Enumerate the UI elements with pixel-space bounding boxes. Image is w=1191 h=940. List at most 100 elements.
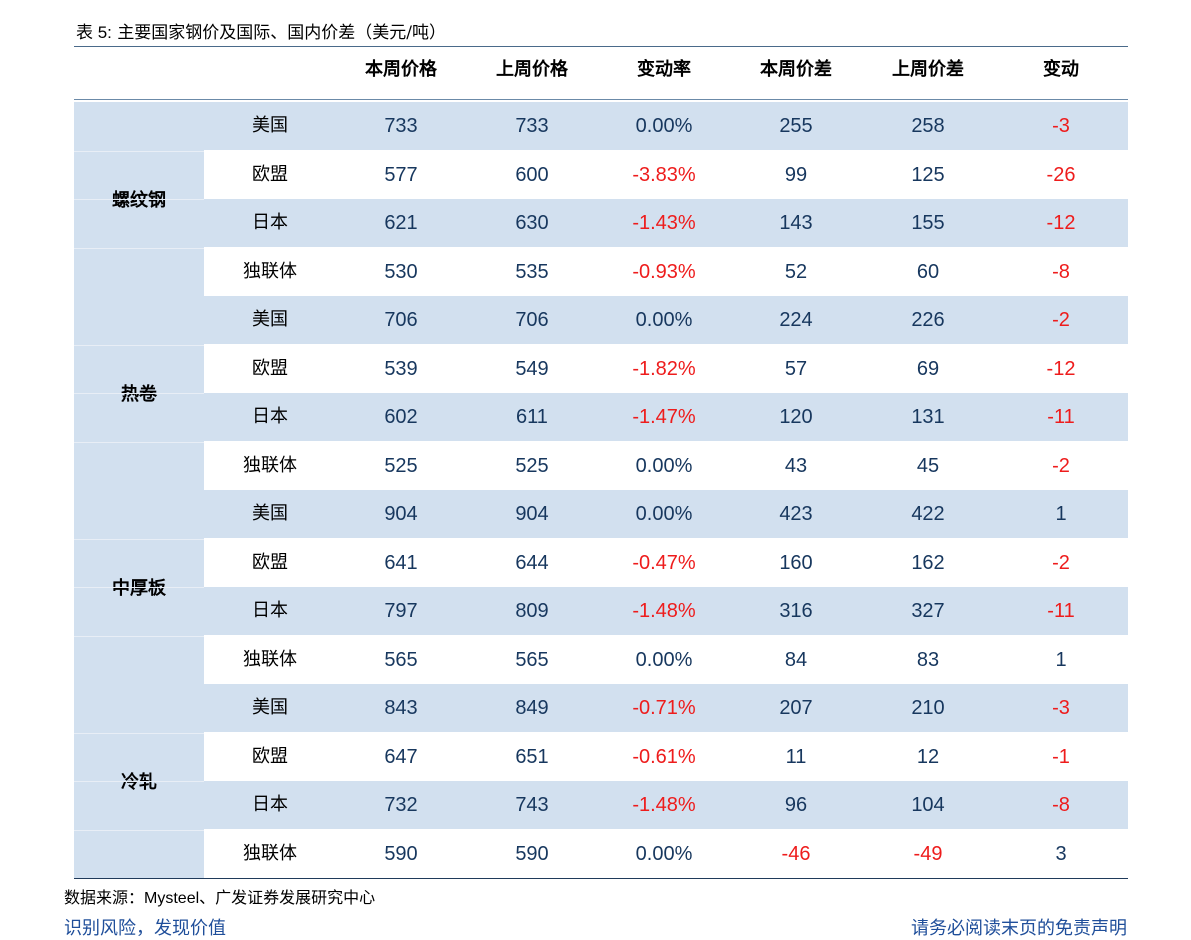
table-row: 日本 621 630 -1.43% 143 155 -12 [204, 199, 1128, 247]
table-row: 独联体 565 565 0.00% 84 83 1 [204, 636, 1128, 684]
cell-region: 独联体 [243, 454, 297, 476]
cell-last-week-price: 590 [515, 842, 549, 865]
cell-change: 3 [1055, 842, 1067, 865]
cell-last-week-spread: 45 [916, 454, 940, 477]
cell-change-rate: -1.48% [632, 794, 696, 816]
cell-this-week-spread: 57 [784, 357, 808, 380]
table-bottom-rule [74, 878, 1128, 879]
cell-change-rate: 0.00% [635, 648, 693, 671]
source-rest: 、广发证券发展研究中心 [199, 888, 376, 907]
cell-last-week-spread: 422 [911, 503, 945, 525]
cell-change-rate: -0.93% [632, 260, 696, 283]
cell-change-rate: -3.83% [632, 163, 696, 186]
cell-this-week-spread: 120 [779, 406, 813, 428]
cell-change: -26 [1046, 163, 1076, 186]
cell-region: 美国 [252, 309, 288, 330]
cell-last-week-spread: 258 [911, 115, 945, 137]
cell-last-week-spread: -49 [913, 842, 943, 865]
table-row: 欧盟 641 644 -0.47% 160 162 -2 [204, 539, 1128, 587]
cell-region: 欧盟 [252, 357, 288, 379]
group-row-divider [74, 247, 204, 249]
cell-this-week-spread: 43 [784, 454, 808, 477]
group-row-divider [74, 587, 204, 588]
cell-change: 1 [1055, 648, 1067, 671]
cell-region: 日本 [252, 600, 288, 621]
cell-this-week-spread: 423 [779, 503, 813, 525]
cell-region: 日本 [252, 212, 288, 233]
cell-this-week-spread: 316 [779, 600, 813, 622]
cell-change: -3 [1052, 115, 1070, 137]
group-row-divider [74, 732, 204, 734]
cell-last-week-price: 611 [516, 406, 548, 428]
cell-this-week-price: 539 [384, 357, 418, 380]
cell-this-week-spread: 96 [784, 794, 808, 816]
table-row: 美国 706 706 0.00% 224 226 -2 [204, 296, 1128, 344]
cell-last-week-price: 600 [515, 163, 549, 186]
source-name: Mysteel [144, 890, 200, 907]
footer-disclaimer-link[interactable]: 请务必阅读末页的免责声明 [911, 918, 1127, 939]
cell-last-week-price: 651 [515, 745, 549, 768]
table-header-rule [74, 99, 1128, 100]
cell-change: 1 [1055, 503, 1067, 525]
cell-region: 美国 [252, 115, 288, 136]
cell-this-week-spread: 160 [779, 551, 813, 574]
cell-region: 独联体 [243, 648, 297, 670]
cell-this-week-price: 641 [384, 551, 418, 574]
cell-change-rate: -0.61% [632, 745, 696, 768]
table-row: 独联体 530 535 -0.93% 52 60 -8 [204, 248, 1128, 296]
col-header-this-week-price: 本周价格 [365, 59, 437, 80]
cell-change-rate: -1.43% [632, 212, 696, 234]
cell-last-week-spread: 12 [916, 745, 940, 768]
cell-last-week-spread: 83 [916, 648, 940, 671]
footer-slogan: 识别风险，发现价值 [64, 918, 226, 939]
cell-this-week-spread: 255 [779, 115, 813, 137]
cell-this-week-spread: 224 [779, 309, 813, 331]
cell-this-week-price: 797 [384, 600, 418, 622]
col-header-change: 变动 [1043, 59, 1079, 80]
cell-last-week-price: 849 [515, 697, 549, 719]
cell-change: -2 [1052, 309, 1070, 331]
group-row-divider [74, 829, 204, 831]
cell-region: 欧盟 [252, 745, 288, 767]
cell-this-week-price: 647 [384, 745, 418, 768]
cell-last-week-spread: 210 [911, 697, 945, 719]
group-row-divider [74, 150, 204, 152]
cell-last-week-price: 549 [515, 357, 549, 380]
cell-last-week-price: 565 [515, 648, 549, 671]
table-row: 美国 904 904 0.00% 423 422 1 [204, 490, 1128, 538]
source-label: 数据来源： [64, 888, 145, 907]
cell-last-week-price: 733 [515, 115, 549, 137]
cell-this-week-price: 525 [384, 454, 418, 477]
cell-change-rate: 0.00% [635, 454, 693, 477]
cell-change: -2 [1052, 454, 1070, 477]
cell-last-week-spread: 69 [916, 357, 940, 380]
cell-last-week-spread: 162 [911, 551, 945, 574]
cell-change-rate: 0.00% [635, 842, 693, 865]
table-top-rule [74, 46, 1128, 47]
table-row: 日本 602 611 -1.47% 120 131 -11 [204, 393, 1128, 441]
cell-this-week-spread: 99 [784, 163, 808, 186]
table-caption: 主要国家钢价及国际、国内价差（美元/吨） [117, 23, 447, 43]
cell-this-week-price: 602 [384, 406, 418, 428]
cell-change-rate: -0.47% [632, 551, 696, 574]
cell-this-week-spread: 52 [784, 260, 808, 283]
cell-this-week-price: 590 [384, 842, 418, 865]
cell-change: -3 [1052, 697, 1070, 719]
group-row-divider [74, 393, 204, 394]
cell-last-week-spread: 131 [911, 406, 945, 428]
table-row: 独联体 525 525 0.00% 43 45 -2 [204, 442, 1128, 490]
col-header-change-rate: 变动率 [637, 59, 691, 80]
table-row: 独联体 590 590 0.00% -46 -49 3 [204, 830, 1128, 878]
cell-this-week-price: 843 [384, 697, 418, 719]
cell-change: -11 [1047, 406, 1075, 428]
cell-change-rate: 0.00% [635, 309, 693, 331]
group-row-divider [74, 344, 204, 346]
cell-this-week-price: 706 [384, 309, 418, 331]
table-row: 日本 797 809 -1.48% 316 327 -11 [204, 587, 1128, 635]
cell-region: 美国 [252, 503, 288, 524]
cell-region: 独联体 [243, 260, 297, 282]
table-row: 欧盟 577 600 -3.83% 99 125 -26 [204, 151, 1128, 199]
cell-change: -12 [1046, 212, 1076, 234]
table-row: 日本 732 743 -1.48% 96 104 -8 [204, 781, 1128, 829]
col-header-this-week-spread: 本周价差 [760, 59, 832, 80]
